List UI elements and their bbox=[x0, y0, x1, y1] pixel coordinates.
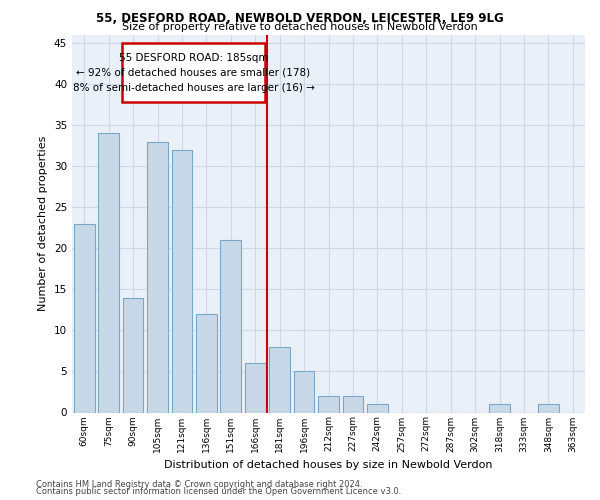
Bar bbox=[293, 372, 314, 412]
Text: 55, DESFORD ROAD, NEWBOLD VERDON, LEICESTER, LE9 9LG: 55, DESFORD ROAD, NEWBOLD VERDON, LEICES… bbox=[96, 12, 504, 26]
Bar bbox=[538, 404, 559, 412]
Bar bbox=[172, 150, 193, 412]
Bar bbox=[74, 224, 95, 412]
Bar bbox=[343, 396, 364, 412]
Text: Contains public sector information licensed under the Open Government Licence v3: Contains public sector information licen… bbox=[36, 487, 401, 496]
Y-axis label: Number of detached properties: Number of detached properties bbox=[38, 136, 49, 312]
Bar bbox=[220, 240, 241, 412]
Bar bbox=[196, 314, 217, 412]
Text: 55 DESFORD ROAD: 185sqm
← 92% of detached houses are smaller (178)
8% of semi-de: 55 DESFORD ROAD: 185sqm ← 92% of detache… bbox=[73, 53, 314, 92]
Text: Size of property relative to detached houses in Newbold Verdon: Size of property relative to detached ho… bbox=[122, 22, 478, 32]
Bar bbox=[147, 142, 168, 412]
Text: Contains HM Land Registry data © Crown copyright and database right 2024.: Contains HM Land Registry data © Crown c… bbox=[36, 480, 362, 489]
Bar bbox=[269, 347, 290, 412]
Bar bbox=[245, 364, 266, 412]
X-axis label: Distribution of detached houses by size in Newbold Verdon: Distribution of detached houses by size … bbox=[164, 460, 493, 470]
Bar bbox=[367, 404, 388, 412]
Bar bbox=[122, 298, 143, 412]
Bar bbox=[318, 396, 339, 412]
Bar bbox=[489, 404, 510, 412]
FancyBboxPatch shape bbox=[122, 43, 265, 102]
Bar bbox=[98, 134, 119, 412]
